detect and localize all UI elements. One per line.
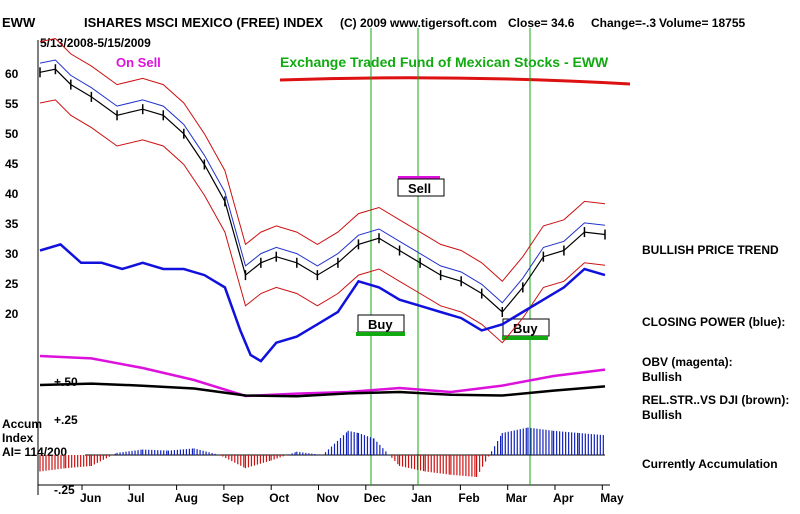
x-tick-label: Jan: [411, 491, 432, 505]
obv-label-1: OBV (magenta):: [642, 355, 733, 369]
upper-band: [39, 37, 606, 283]
x-tick-label: Oct: [269, 491, 289, 505]
x-tick-label: Nov: [317, 491, 340, 505]
x-tick-label: Jun: [80, 491, 101, 505]
lower-band: [39, 99, 606, 344]
x-tick-label: Aug: [175, 491, 198, 505]
date-range: 5/13/2008-5/15/2009: [40, 36, 151, 50]
x-tick-label: Mar: [506, 491, 528, 505]
copyright-label: (C) 2009 www.tigersoft.com: [340, 16, 497, 30]
y-tick-label: 50: [5, 127, 19, 141]
moving-average: [39, 59, 606, 304]
relstr-label-1: REL.STR..VS DJI (brown):: [642, 393, 789, 407]
price-trend-label: BULLISH PRICE TREND: [642, 243, 779, 257]
closing-power-label: CLOSING POWER (blue):: [642, 315, 785, 329]
accum-tick-label: +.50: [54, 375, 78, 389]
closing-power-line: [39, 243, 606, 363]
close-value: Close= 34.6: [508, 16, 575, 30]
y-tick-label: 30: [5, 247, 19, 261]
obv-label-2: Bullish: [642, 370, 682, 384]
buy-label-2: Buy: [513, 321, 538, 336]
sell-label: Sell: [408, 181, 431, 196]
ticker-label: EWW: [2, 15, 36, 30]
y-tick-label: 45: [5, 157, 19, 171]
change-value: Change=-.3: [591, 16, 656, 30]
headline-annotation: Exchange Traded Fund of Mexican Stocks -…: [280, 54, 609, 70]
y-tick-label: 35: [5, 217, 19, 231]
x-tick-label: Apr: [553, 491, 574, 505]
accum-tick-label: -.25: [54, 483, 75, 497]
accum-status-label: Currently Accumulation: [642, 457, 778, 471]
price-series-line: [39, 68, 606, 313]
x-tick-label: May: [600, 491, 624, 505]
y-tick-label: 55: [5, 97, 19, 111]
on-sell-annotation: On Sell: [116, 55, 161, 70]
relstr-line: [39, 382, 606, 398]
sell-box: [397, 178, 445, 197]
accum-label-2: Index: [2, 431, 34, 445]
volume-value: Volume= 18755: [659, 16, 745, 30]
y-tick-label: 60: [5, 67, 19, 81]
x-tick-label: Feb: [458, 491, 479, 505]
y-tick-label: 40: [5, 187, 19, 201]
x-tick-label: Dec: [364, 491, 386, 505]
y-tick-label: 25: [5, 277, 19, 291]
headline-underline: [279, 76, 631, 86]
buy-label-1: Buy: [368, 317, 393, 332]
x-tick-label: Sep: [222, 491, 244, 505]
fund-name: ISHARES MSCI MEXICO (FREE) INDEX: [84, 15, 323, 30]
accum-label-1: Accum: [2, 417, 42, 431]
obv-line: [39, 354, 606, 398]
relstr-label-2: Bullish: [642, 408, 682, 422]
y-tick-label: 20: [5, 307, 19, 321]
accum-tick-label: +.25: [54, 413, 78, 427]
x-tick-label: Jul: [127, 491, 144, 505]
accum-label-3: AI= 114/200: [2, 445, 67, 459]
